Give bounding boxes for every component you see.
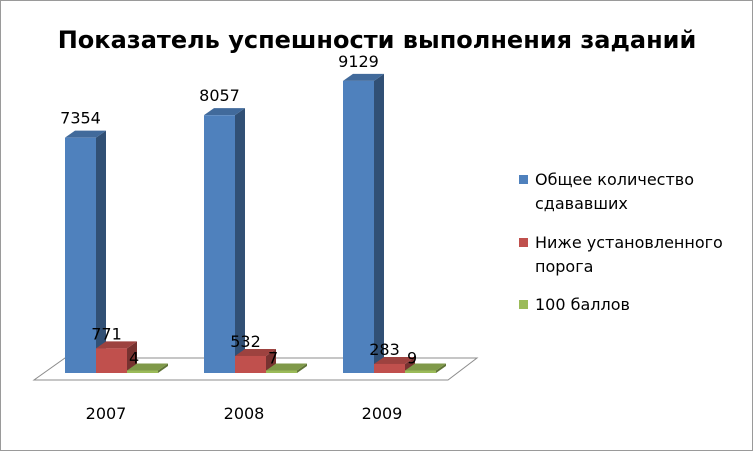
bar-front (343, 80, 374, 373)
bar-1-2008 (204, 108, 245, 374)
bar-side (235, 108, 245, 374)
bar-side (96, 130, 106, 373)
category-label-2007: 2007 (86, 404, 127, 423)
bar-side (158, 363, 168, 373)
bar-top (204, 108, 245, 116)
value-label-1-2009: 9129 (338, 52, 379, 71)
category-labels-group: 2007 2008 2009 (86, 404, 403, 423)
legend-label: Общее количество (535, 170, 694, 189)
bar-front (204, 115, 235, 374)
bar-side (127, 341, 137, 373)
bar-top (65, 130, 106, 138)
bar-front (127, 370, 158, 373)
legend-label: сдававших (535, 194, 628, 213)
bar-side (436, 363, 446, 373)
bar-1-2009 (343, 73, 384, 373)
chart-title: Показатель успешности выполнения заданий (58, 26, 697, 54)
legend-swatch (519, 238, 528, 247)
value-label-3-2009: 9 (407, 349, 417, 368)
bar-side (374, 73, 384, 373)
legend-item-1: Общее количество сдававших (519, 170, 694, 213)
bar-3-2008 (266, 363, 307, 373)
legend-label: порога (535, 257, 593, 276)
legend-label: Ниже установленного (535, 233, 723, 252)
bar-2-2007 (96, 341, 137, 373)
value-label-2-2008: 532 (230, 332, 261, 351)
value-label-3-2007: 4 (129, 349, 139, 368)
bar-1-2007 (65, 130, 106, 373)
bar-front (96, 348, 127, 373)
bar-top (343, 73, 384, 81)
legend: Общее количество сдававших Ниже установлен… (519, 170, 723, 314)
bar-top (127, 363, 168, 371)
bar-front (235, 355, 266, 373)
bar-side (297, 363, 307, 373)
bar-3-2009 (405, 363, 446, 373)
bar-top (266, 363, 307, 371)
bar-front (374, 363, 405, 373)
bar-front (65, 137, 96, 373)
bar-front (405, 370, 436, 373)
legend-item-2: Ниже установленного порога (519, 233, 723, 276)
bar-top (405, 363, 446, 371)
value-labels-group: 7354 771 4 8057 532 7 9129 283 9 (60, 52, 417, 368)
bars-group (65, 73, 446, 374)
category-label-2009: 2009 (362, 404, 403, 423)
bar-front (266, 370, 297, 373)
legend-item-3: 100 баллов (519, 295, 630, 314)
bar-3-2007 (127, 363, 168, 373)
value-label-2-2007: 771 (91, 324, 122, 343)
legend-label: 100 баллов (535, 295, 630, 314)
legend-swatch (519, 175, 528, 184)
category-label-2008: 2008 (224, 404, 265, 423)
value-label-1-2007: 7354 (60, 109, 101, 128)
value-label-2-2009: 283 (369, 340, 400, 359)
value-label-3-2008: 7 (268, 349, 278, 368)
bar-top (374, 356, 415, 364)
bar-top (96, 341, 137, 349)
legend-swatch (519, 300, 528, 309)
value-label-1-2008: 8057 (199, 86, 240, 105)
bar-top (235, 348, 276, 356)
